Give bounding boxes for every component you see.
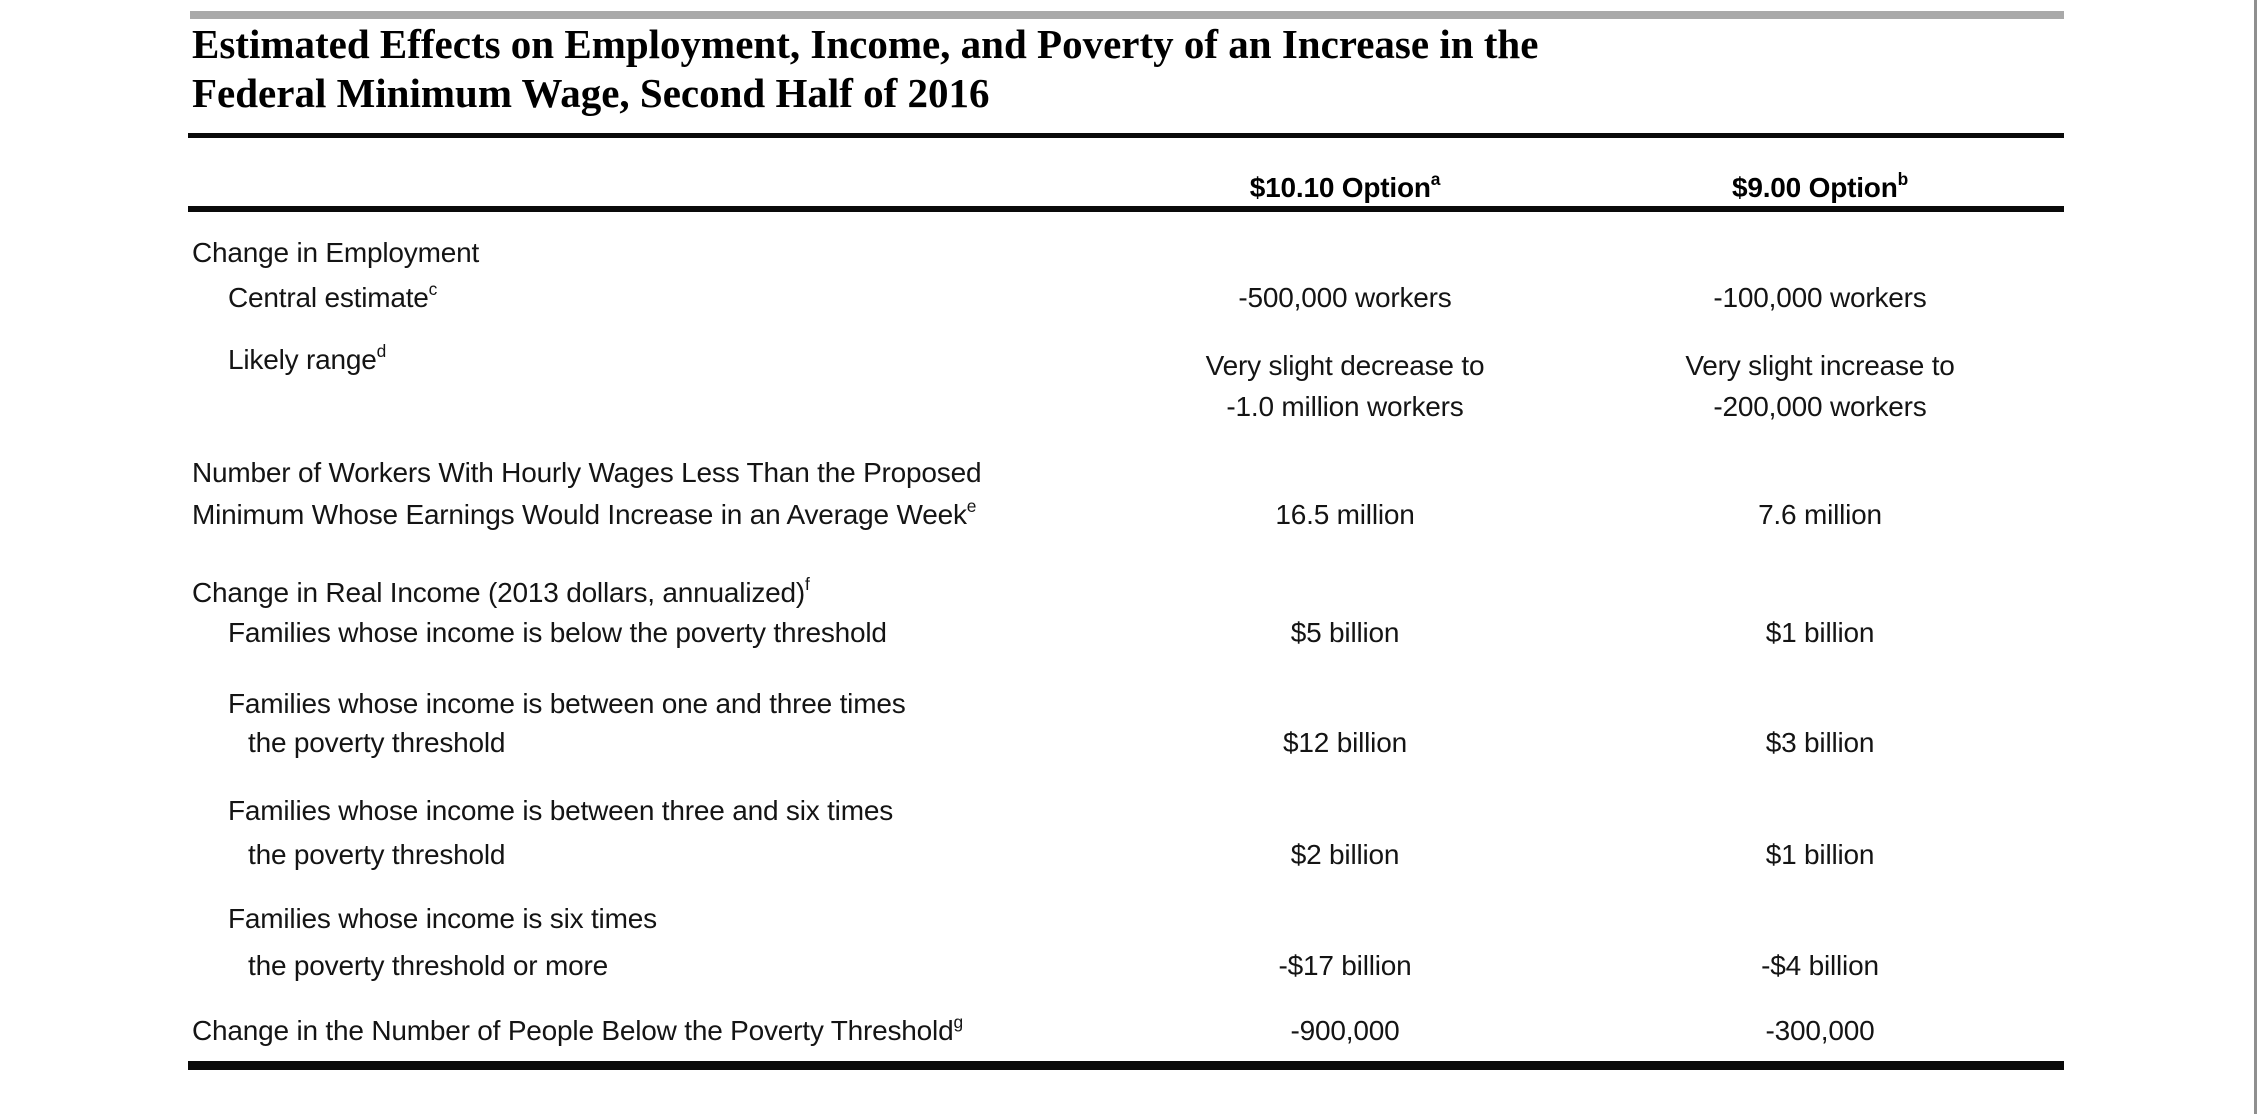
row-label-change-in-employment: Change in Employment xyxy=(192,237,480,268)
footnote-marker-f: f xyxy=(805,573,810,594)
row-label-families-one-three-line2: the poverty threshold xyxy=(248,727,506,758)
cell-one-three-900: $3 billion xyxy=(1765,727,1875,758)
footnote-marker-a: a xyxy=(1430,168,1441,189)
cell-below-poverty-900: $1 billion xyxy=(1765,617,1875,648)
footnote-marker-c: c xyxy=(428,278,438,299)
table-title-line1: Estimated Effects on Employment, Income,… xyxy=(192,21,1539,67)
row-label-families-three-six-line2: the poverty threshold xyxy=(248,839,506,870)
cell-central-estimate-900: -100,000 workers xyxy=(1713,282,1927,313)
row-label-number-of-workers-line2: Minimum Whose Earnings Would Increase in… xyxy=(192,495,977,530)
top-accent-bar xyxy=(190,11,2064,19)
column-header-10-10-label: $10.10 Option xyxy=(1249,172,1431,203)
row-label-number-of-workers-line1: Number of Workers With Hourly Wages Less… xyxy=(192,457,982,488)
cell-central-estimate-1010: -500,000 workers xyxy=(1238,282,1452,313)
footnote-marker-d: d xyxy=(376,340,387,361)
row-label-families-one-three-line1: Families whose income is between one and… xyxy=(228,688,906,719)
row-label-families-below-poverty: Families whose income is below the pover… xyxy=(228,617,887,648)
cell-three-six-900: $1 billion xyxy=(1765,839,1875,870)
cell-workers-affected-1010: 16.5 million xyxy=(1275,499,1415,530)
row-label-change-people-below-poverty: Change in the Number of People Below the… xyxy=(192,1011,963,1046)
footnote-marker-e: e xyxy=(966,495,977,516)
table-title-line2: Federal Minimum Wage, Second Half of 201… xyxy=(192,70,990,116)
row-label-likely-range: Likely ranged xyxy=(228,340,387,375)
row-label-families-six-times-line1: Families whose income is six times xyxy=(228,903,657,934)
footnote-marker-b: b xyxy=(1897,168,1909,189)
cell-likely-range-900: Very slight increase to -200,000 workers xyxy=(1685,350,1955,422)
row-label-families-six-times-line2: the poverty threshold or more xyxy=(248,950,608,981)
right-window-edge xyxy=(2254,0,2257,1114)
footnote-marker-g: g xyxy=(953,1011,963,1032)
cell-people-below-poverty-1010: -900,000 xyxy=(1290,1015,1400,1046)
column-header-10-10-option: $10.10 Optiona xyxy=(1145,170,1545,203)
cell-workers-affected-900: 7.6 million xyxy=(1758,499,1882,530)
cell-likely-range-1010: Very slight decrease to -1.0 million wor… xyxy=(1205,350,1485,422)
title-rule xyxy=(188,133,2064,138)
cell-six-times-1010: -$17 billion xyxy=(1278,950,1412,981)
header-rule xyxy=(188,206,2064,212)
row-label-central-estimate: Central estimatec xyxy=(228,278,438,313)
cell-three-six-1010: $2 billion xyxy=(1290,839,1400,870)
column-header-9-00-label: $9.00 Option xyxy=(1731,172,1898,203)
cell-one-three-1010: $12 billion xyxy=(1283,727,1407,758)
cell-six-times-900: -$4 billion xyxy=(1761,950,1879,981)
column-header-9-00-option: $9.00 Optionb xyxy=(1620,170,2020,203)
row-label-families-three-six-line1: Families whose income is between three a… xyxy=(228,795,894,826)
bottom-rule xyxy=(188,1061,2064,1070)
cell-people-below-poverty-900: -300,000 xyxy=(1765,1015,1875,1046)
cell-below-poverty-1010: $5 billion xyxy=(1290,617,1400,648)
row-label-change-in-real-income: Change in Real Income (2013 dollars, ann… xyxy=(192,573,810,608)
table-title: Estimated Effects on Employment, Income,… xyxy=(192,20,1538,118)
